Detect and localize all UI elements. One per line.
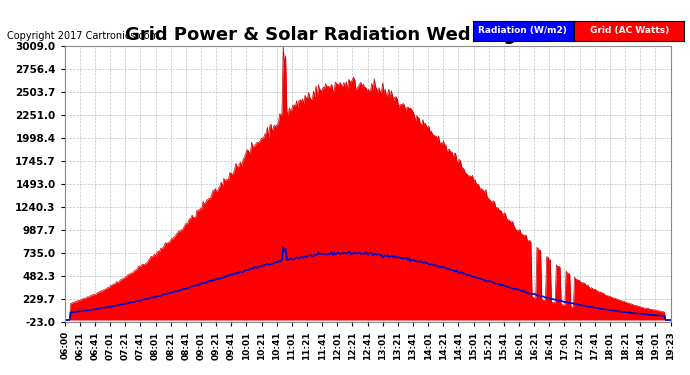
Title: Grid Power & Solar Radiation Wed Aug 16 19:32: Grid Power & Solar Radiation Wed Aug 16 … [125,26,611,44]
Text: Grid (AC Watts): Grid (AC Watts) [590,26,669,36]
Text: Radiation (W/m2): Radiation (W/m2) [478,26,567,36]
Text: Copyright 2017 Cartronics.com: Copyright 2017 Cartronics.com [7,32,159,41]
